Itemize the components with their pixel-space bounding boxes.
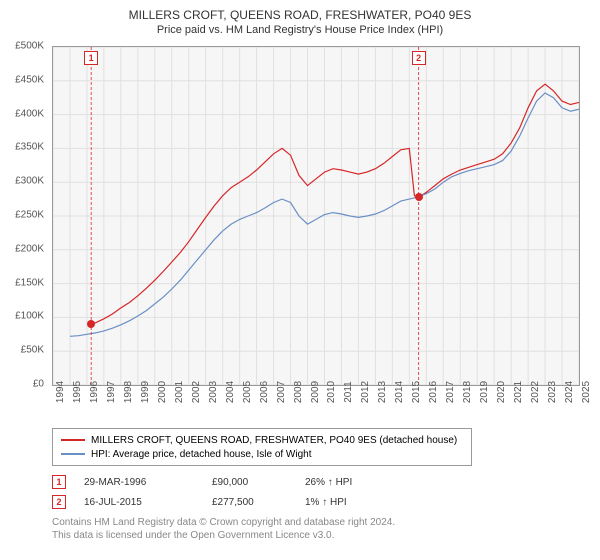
chart-marker-dot: [415, 193, 423, 201]
y-tick-label: £150K: [15, 277, 44, 288]
sale-diff: 26% ↑ HPI: [305, 477, 385, 488]
sale-date: 16-JUL-2015: [84, 497, 194, 508]
sale-marker-num: 2: [56, 497, 61, 507]
x-tick-label: 2002: [191, 381, 202, 403]
x-tick-label: 1994: [55, 381, 66, 403]
y-tick-label: £500K: [15, 41, 44, 52]
x-tick-label: 2005: [242, 381, 253, 403]
x-tick-label: 2024: [564, 381, 575, 403]
y-tick-label: £100K: [15, 311, 44, 322]
footnote-line: This data is licensed under the Open Gov…: [52, 529, 395, 542]
x-tick-label: 2019: [479, 381, 490, 403]
x-tick-label: 2004: [225, 381, 236, 403]
x-tick-label: 2015: [411, 381, 422, 403]
chart-svg: [53, 47, 579, 385]
x-tick-label: 2017: [445, 381, 456, 403]
legend-label: MILLERS CROFT, QUEENS ROAD, FRESHWATER, …: [91, 435, 457, 446]
sale-row: 2 16-JUL-2015 £277,500 1% ↑ HPI: [52, 492, 572, 512]
y-tick-label: £300K: [15, 176, 44, 187]
x-tick-label: 2006: [259, 381, 270, 403]
x-tick-label: 1995: [72, 381, 83, 403]
x-tick-label: 2025: [581, 381, 592, 403]
x-tick-label: 2007: [276, 381, 287, 403]
x-tick-label: 2010: [326, 381, 337, 403]
sale-marker: 1: [52, 475, 66, 489]
x-tick-label: 2008: [293, 381, 304, 403]
x-tick-label: 2000: [157, 381, 168, 403]
x-tick-label: 2003: [208, 381, 219, 403]
chart-marker-dot: [87, 320, 95, 328]
chart-marker-box: 2: [412, 51, 426, 65]
sale-diff: 1% ↑ HPI: [305, 497, 385, 508]
y-tick-label: £450K: [15, 74, 44, 85]
chart-title-main: MILLERS CROFT, QUEENS ROAD, FRESHWATER, …: [0, 0, 600, 22]
y-tick-label: £0: [33, 379, 44, 390]
x-tick-label: 2009: [310, 381, 321, 403]
x-tick-label: 2018: [462, 381, 473, 403]
x-axis-labels: 1994199519961997199819992000200120022003…: [52, 388, 580, 428]
x-tick-label: 2022: [530, 381, 541, 403]
x-tick-label: 1996: [89, 381, 100, 403]
y-tick-label: £50K: [21, 345, 44, 356]
x-tick-label: 1997: [106, 381, 117, 403]
x-tick-label: 2011: [343, 381, 354, 403]
y-tick-label: £200K: [15, 243, 44, 254]
x-tick-label: 1999: [140, 381, 151, 403]
x-tick-label: 2021: [513, 381, 524, 403]
chart-marker-box: 1: [84, 51, 98, 65]
sale-marker: 2: [52, 495, 66, 509]
sale-row: 1 29-MAR-1996 £90,000 26% ↑ HPI: [52, 472, 572, 492]
sale-price: £90,000: [212, 477, 287, 488]
sale-price: £277,500: [212, 497, 287, 508]
x-tick-label: 2023: [547, 381, 558, 403]
legend-swatch: [61, 439, 85, 441]
y-tick-label: £350K: [15, 142, 44, 153]
x-tick-label: 2016: [428, 381, 439, 403]
y-axis-labels: £0£50K£100K£150K£200K£250K£300K£350K£400…: [0, 46, 48, 386]
sale-marker-num: 1: [56, 477, 61, 487]
legend-item: HPI: Average price, detached house, Isle…: [61, 447, 463, 461]
y-tick-label: £250K: [15, 210, 44, 221]
x-tick-label: 2012: [360, 381, 371, 403]
footnote-line: Contains HM Land Registry data © Crown c…: [52, 516, 395, 529]
legend-swatch: [61, 453, 85, 455]
chart-title-sub: Price paid vs. HM Land Registry's House …: [0, 22, 600, 42]
footnote: Contains HM Land Registry data © Crown c…: [52, 516, 395, 542]
legend-label: HPI: Average price, detached house, Isle…: [91, 449, 312, 460]
x-tick-label: 2013: [377, 381, 388, 403]
chart-container: MILLERS CROFT, QUEENS ROAD, FRESHWATER, …: [0, 0, 600, 560]
plot-area: 12: [52, 46, 580, 386]
x-tick-label: 2020: [496, 381, 507, 403]
x-tick-label: 2001: [174, 381, 185, 403]
y-tick-label: £400K: [15, 108, 44, 119]
legend-box: MILLERS CROFT, QUEENS ROAD, FRESHWATER, …: [52, 428, 472, 466]
x-tick-label: 2014: [394, 381, 405, 403]
sale-date: 29-MAR-1996: [84, 477, 194, 488]
sale-rows: 1 29-MAR-1996 £90,000 26% ↑ HPI 2 16-JUL…: [52, 472, 572, 512]
x-tick-label: 1998: [123, 381, 134, 403]
legend-item: MILLERS CROFT, QUEENS ROAD, FRESHWATER, …: [61, 433, 463, 447]
